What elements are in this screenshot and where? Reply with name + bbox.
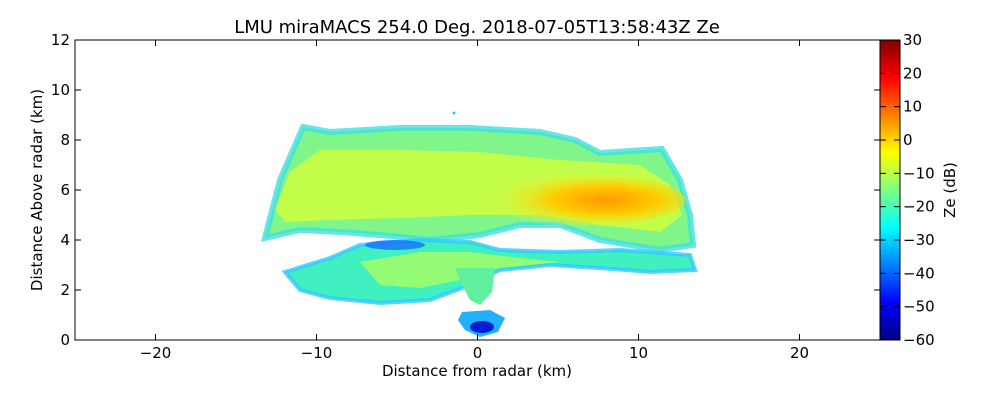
colorbar-tick-label: 20 — [903, 64, 922, 82]
echo-fall-streak — [455, 268, 495, 305]
x-axis: −20 −10 0 10 20 — [140, 40, 809, 362]
x-tick-label: 10 — [629, 344, 648, 362]
y-tick-label: 2 — [60, 281, 70, 299]
echo-near-surface-core — [470, 321, 494, 333]
colorbar-tick-label: −30 — [903, 231, 935, 249]
y-axis: 0 2 4 6 8 10 12 — [51, 31, 880, 349]
echo-core-high-reflectivity — [485, 174, 685, 226]
colorbar-label: Ze (dB) — [941, 162, 959, 218]
x-axis-label: Distance from radar (km) — [382, 362, 572, 380]
colorbar-tick-label: 10 — [903, 98, 922, 116]
colorbar-tick-label: −40 — [903, 264, 935, 282]
chart-title: LMU miraMACS 254.0 Deg. 2018-07-05T13:58… — [234, 17, 720, 38]
y-tick-label: 8 — [60, 131, 70, 149]
echo-speck — [452, 111, 456, 115]
y-tick-label: 10 — [51, 81, 70, 99]
colorbar-tick-label: −50 — [903, 298, 935, 316]
y-axis-label: Distance Above radar (km) — [28, 89, 46, 291]
colorbar-tick-label: −60 — [903, 331, 935, 349]
colorbar-tick-label: −10 — [903, 164, 935, 182]
colorbar — [879, 39, 901, 341]
colorbar-tick-label: 30 — [903, 31, 922, 49]
y-tick-label: 12 — [51, 31, 70, 49]
y-tick-label: 0 — [60, 331, 70, 349]
colorbar-ticks: 30 20 10 0 −10 −20 −30 −40 −50 −60 — [880, 31, 935, 349]
y-tick-label: 6 — [60, 181, 70, 199]
echo-blue-streak — [365, 240, 425, 250]
x-tick-label: −10 — [301, 344, 333, 362]
x-tick-label: −20 — [140, 344, 172, 362]
radar-echo-field — [260, 111, 698, 337]
x-tick-label: 20 — [790, 344, 809, 362]
y-tick-label: 4 — [60, 231, 70, 249]
colorbar-tick-label: 0 — [903, 131, 913, 149]
x-tick-label: 0 — [473, 344, 483, 362]
echo-clear-gap — [490, 230, 563, 251]
colorbar-tick-label: −20 — [903, 198, 935, 216]
